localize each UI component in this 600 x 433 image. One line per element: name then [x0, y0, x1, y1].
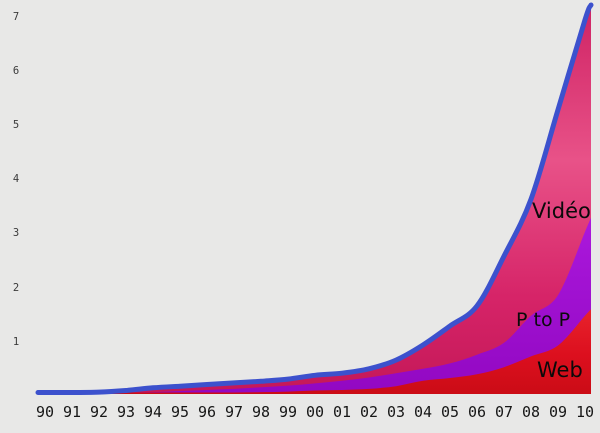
x-tick-label: 07: [494, 403, 514, 421]
total-edge-line: [35, 2, 594, 396]
y-tick-label: 7: [12, 10, 20, 23]
x-tick-label: 95: [170, 403, 190, 421]
x-tick-label: 93: [116, 403, 136, 421]
x-tick-label: 90: [35, 403, 55, 421]
x-tick-label: 00: [305, 403, 325, 421]
x-tick-label: 94: [143, 403, 163, 421]
area-video: [38, 5, 591, 394]
x-tick-label: 97: [224, 403, 244, 421]
y-tick-label: 2: [12, 281, 20, 294]
y-tick-label: 3: [12, 227, 20, 240]
x-tick-label: 10: [575, 403, 595, 421]
x-tick-label: 92: [89, 403, 109, 421]
x-tick-label: 02: [359, 403, 379, 421]
area-web: [38, 309, 591, 394]
y-tick-label: 5: [12, 119, 20, 131]
y-tick-label: 4: [12, 173, 20, 186]
series-label-p2p: P to P: [516, 309, 571, 331]
x-tick-label: 91: [62, 403, 82, 421]
x-tick-label: 01: [332, 403, 352, 421]
x-tick-label: 04: [413, 403, 433, 421]
x-tick-label: 96: [197, 403, 217, 421]
x-tick-label: 98: [251, 403, 271, 421]
y-tick-label: 1: [12, 335, 20, 348]
x-tick-label: 03: [386, 403, 406, 421]
x-tick-label: 06: [467, 403, 487, 421]
y-tick-label: 6: [12, 64, 20, 77]
x-tick-label: 09: [548, 403, 568, 421]
x-tick-label: 05: [440, 403, 460, 421]
series-label-web: Web: [537, 358, 583, 382]
x-tick-label: 99: [278, 403, 298, 421]
x-tick-label: 08: [521, 403, 541, 421]
series-label-video: Vidéo: [532, 199, 591, 223]
